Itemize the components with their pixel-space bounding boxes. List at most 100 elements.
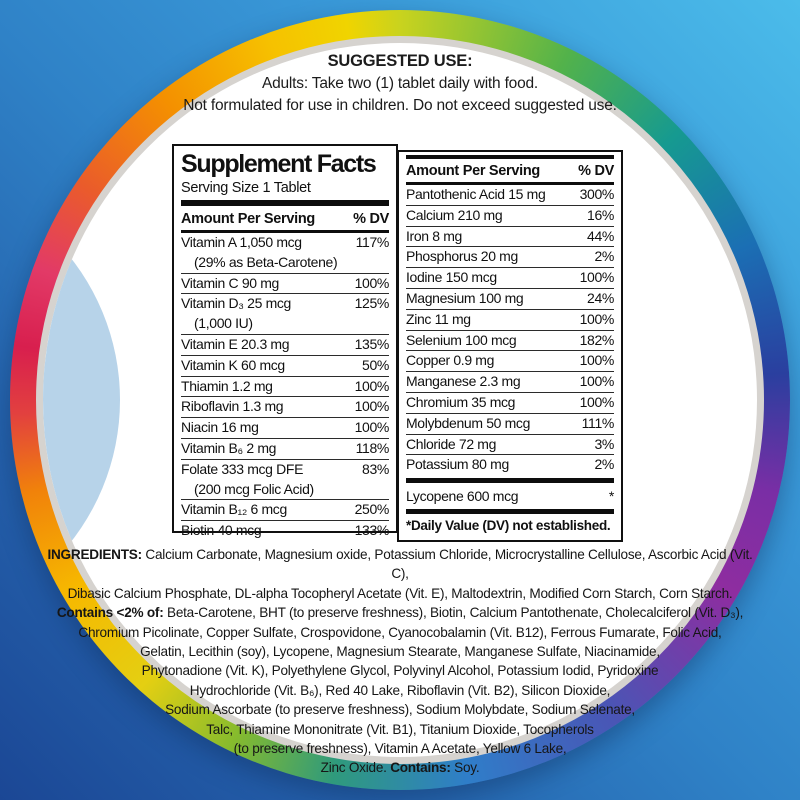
nutrient-row: Chloride 72 mg 3% (406, 435, 614, 456)
nutrient-name: Vitamin E 20.3 mg (181, 335, 290, 352)
ingredients-line: (to preserve freshness), Vitamin A Aceta… (233, 741, 567, 757)
nutrient-name: Magnesium 100 mg (406, 289, 524, 306)
amount-per-serving-label: Amount Per Serving (406, 163, 540, 179)
ingredients-line: INGREDIENTS: Calcium Carbonate, Magnesiu… (47, 547, 753, 582)
nutrient-row: Vitamin A 1,050 mcg 117% (29% as Beta-Caro… (181, 233, 389, 274)
ingredients-line: Hydrochloride (Vit. B₆), Red 40 Lake, Ri… (189, 682, 611, 698)
nutrient-row: Calcium 210 mg 16% (406, 206, 614, 227)
nutrient-note: (29% as Beta-Carotene) (194, 253, 338, 270)
nutrient-row: Magnesium 100 mg 24% (406, 289, 614, 310)
amount-per-serving-label: Amount Per Serving (181, 211, 315, 227)
nutrient-row: Vitamin D₃ 25 mcg 125% (1,000 IU) (181, 294, 389, 335)
nutrient-dv: 100% (579, 373, 615, 390)
nutrient-name: Copper 0.9 mg (406, 352, 495, 369)
nutrient-row: Potassium 80 mg 2% (406, 455, 614, 475)
nutrient-rows-left: Vitamin A 1,050 mcg 117% (29% as Beta-Caro… (181, 233, 389, 541)
nutrient-row: Riboflavin 1.3 mg 100% (181, 397, 390, 419)
divider-bar (181, 230, 389, 233)
percent-dv-label: % DV (578, 163, 614, 179)
nutrient-name: Riboflavin 1.3 mg (181, 398, 284, 415)
suggested-use-line-1: Adults: Take two (1) tablet daily with f… (261, 75, 539, 92)
nutrient-dv: 44% (587, 227, 614, 244)
nutrient-name: Phosphorus 20 mg (406, 248, 518, 265)
divider-bar (406, 509, 614, 515)
nutrient-row: Copper 0.9 mg 100% (406, 351, 615, 373)
nutrient-name: Iodine 150 mcg (406, 269, 497, 286)
nutrient-name: Molybdenum 50 mcg (406, 414, 531, 431)
nutrient-row: Selenium 100 mcg 182% (406, 331, 614, 352)
divider-bar (406, 478, 614, 484)
nutrient-name: Lycopene 600 mcg (406, 488, 519, 505)
nutrient-dv: 100% (579, 393, 615, 410)
suggested-use-line-2: Not formulated for use in children. Do n… (183, 97, 617, 114)
divider-bar (181, 200, 389, 206)
nutrient-dv: * (608, 488, 614, 505)
nutrient-dv: 300% (579, 186, 615, 202)
suggested-use-block: SUGGESTED USE: Adults: Take two (1) tabl… (0, 52, 800, 115)
nutrient-name: Pantothenic Acid 15 mg (406, 186, 546, 202)
suggested-use-heading: SUGGESTED USE: (327, 52, 473, 70)
nutrient-row: Biotin 40 mcg 133% (181, 521, 389, 541)
nutrient-row: Manganese 2.3 mg 100% (406, 372, 614, 393)
divider-bar (406, 155, 614, 159)
nutrient-name: Iron 8 mg (406, 227, 462, 244)
nutrient-dv: 100% (354, 398, 390, 415)
nutrient-name: Vitamin B₆ 2 mg (181, 439, 277, 456)
nutrient-dv: 182% (579, 331, 615, 348)
nutrient-name: Potassium 80 mg (406, 456, 509, 473)
ingredients-line: Contains <2% of: Beta-Carotene, BHT (to … (56, 605, 744, 621)
nutrient-dv: 100% (579, 352, 615, 369)
nutrient-name: Vitamin K 60 mcg (181, 356, 285, 373)
nutrient-row: Iron 8 mg 44% (406, 227, 614, 248)
nutrient-dv: 16% (587, 206, 614, 223)
nutrient-name: Manganese 2.3 mg (406, 373, 521, 390)
nutrient-dv: 117% (355, 234, 390, 250)
nutrient-row: Vitamin B₁₂ 6 mcg 250% (181, 500, 390, 522)
nutrient-name: Biotin 40 mcg (181, 522, 262, 539)
nutrient-dv: 100% (579, 269, 615, 286)
nutrient-name: Calcium 210 mg (406, 206, 503, 223)
nutrient-dv: 50% (362, 356, 389, 373)
column-header-right: Amount Per Serving % DV (406, 160, 614, 181)
supplement-facts-title: Supplement Facts (181, 150, 377, 178)
serving-size: Serving Size 1 Tablet (181, 180, 311, 196)
nutrient-dv: 100% (354, 274, 390, 291)
nutrient-dv: 100% (354, 419, 390, 436)
nutrient-name: Selenium 100 mcg (406, 331, 517, 348)
nutrient-dv: 250% (354, 501, 390, 518)
nutrient-dv: 133% (354, 522, 390, 539)
ingredients-line: Zinc Oxide. Contains: Soy. (320, 760, 480, 776)
nutrient-dv: 135% (354, 335, 390, 352)
nutrient-name: Thiamin 1.2 mg (181, 377, 273, 394)
nutrient-row: Phosphorus 20 mg 2% (406, 247, 614, 269)
ingredients-line: Talc, Thiamine Mononitrate (Vit. B1), Ti… (206, 721, 594, 737)
nutrient-row: Folate 333 mcg DFE 83% (200 mcg Folic Acid… (181, 460, 389, 501)
nutrient-row: Vitamin B₆ 2 mg 118% (181, 439, 389, 460)
percent-dv-label: % DV (353, 211, 389, 227)
nutrient-row: Pantothenic Acid 15 mg 300% (406, 185, 614, 206)
dv-footnote: *Daily Value (DV) not established. (406, 518, 611, 534)
nutrient-dv: 24% (587, 289, 614, 306)
nutrient-name: Chromium 35 mcg (406, 393, 516, 410)
nutrient-dv: 125% (354, 295, 390, 312)
nutrient-name: Folate 333 mcg DFE (181, 460, 304, 477)
nutrient-rows-right: Pantothenic Acid 15 mg 300% Calcium 210 mg… (406, 185, 614, 475)
nutrient-row: Thiamin 1.2 mg 100% (181, 377, 389, 398)
supplement-facts-panel-left: Supplement Facts Serving Size 1 Tablet A… (172, 144, 398, 538)
nutrient-row: Niacin 16 mg 100% (181, 418, 389, 439)
nutrient-dv: 100% (579, 310, 615, 327)
nutrient-row: Zinc 11 mg 100% (406, 310, 614, 331)
nutrient-note: (200 mcg Folic Acid) (194, 480, 314, 497)
nutrient-row: Vitamin E 20.3 mg 135% (181, 335, 389, 356)
ingredients-line: Phytonadione (Vit. K), Polyethylene Glyc… (141, 663, 659, 679)
nutrient-dv: 3% (594, 435, 614, 452)
divider-bar (406, 182, 614, 185)
nutrient-row-lycopene: Lycopene 600 mcg * (406, 486, 614, 506)
nutrient-dv: 2% (594, 248, 614, 265)
nutrient-name: Vitamin C 90 mg (181, 274, 279, 291)
ingredients-line: Chromium Picolinate, Copper Sulfate, Cro… (78, 624, 722, 640)
nutrient-row: Vitamin C 90 mg 100% (181, 274, 389, 295)
nutrient-dv: 100% (354, 377, 390, 394)
